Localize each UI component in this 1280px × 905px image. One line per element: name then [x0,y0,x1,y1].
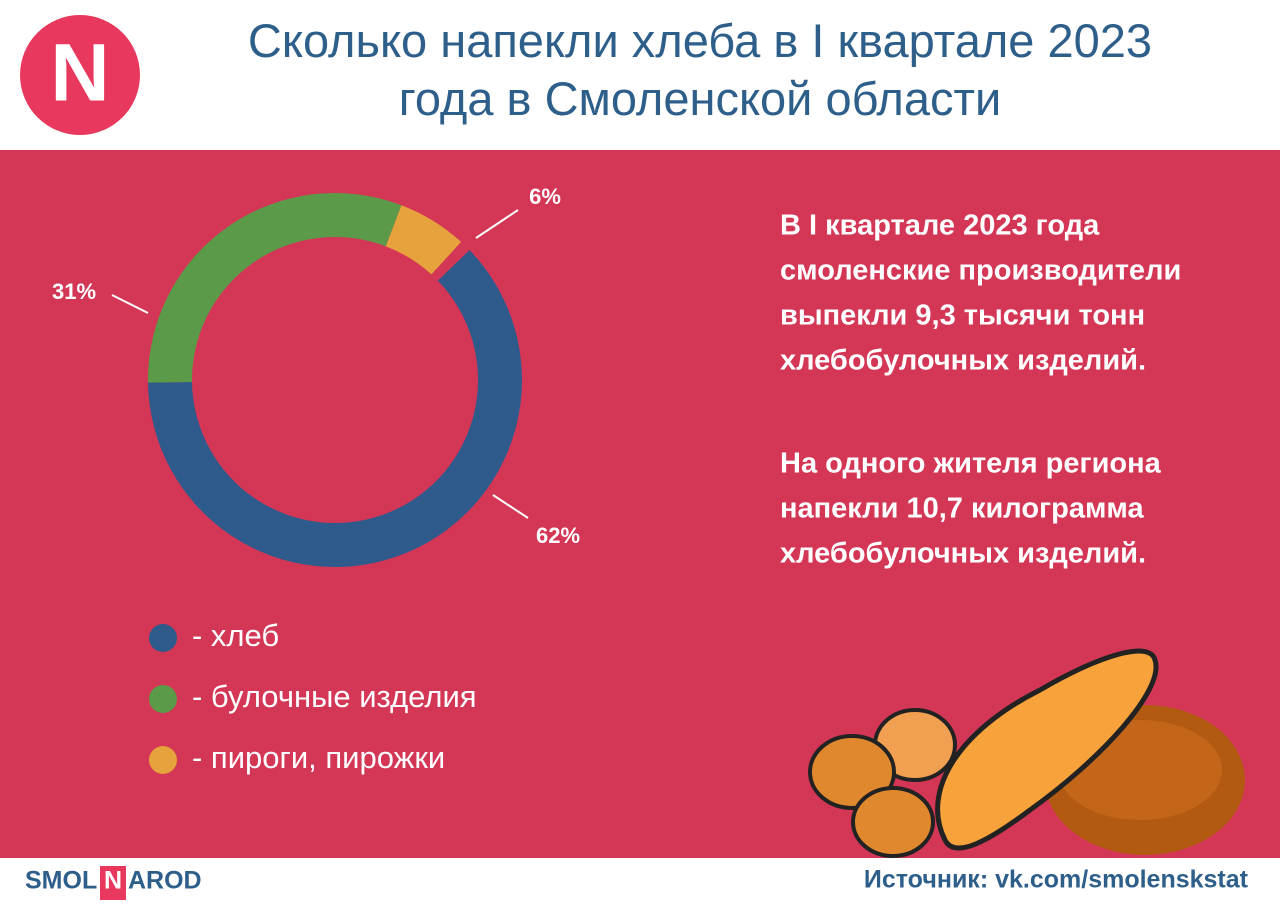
legend-label: - булочные изделия [192,679,477,714]
paragraph-line: хлебобулочных изделий. [780,538,1146,570]
legend-label: - пироги, пирожки [192,740,445,775]
paragraph-line: напекли 10,7 килограмма [780,493,1145,525]
donut-segment [385,205,462,275]
donut-segment [148,250,522,568]
chart-title: Сколько напекли хлеба в I квартале 2023 … [247,14,1153,125]
brand-part: AROD [128,867,202,895]
paragraph-line: В I квартале 2023 года [780,210,1100,242]
leader-line [475,209,519,239]
brand-part: SMOL [25,867,97,895]
bread-illustration [808,648,1245,858]
logo: N [50,28,109,119]
paragraph-line: выпекли 9,3 тысячи тонн [780,300,1145,332]
data-label: 31% [52,279,96,304]
leader-line [492,494,529,519]
brand-part: N [104,867,122,895]
paragraph-line: смоленские производители [780,255,1181,287]
data-label: 62% [536,523,580,548]
source: Источник: vk.com/smolenskstat [864,866,1249,894]
donut-segment [148,193,402,383]
legend-swatch [149,685,177,713]
paragraph-line: хлебобулочных изделий. [780,345,1146,377]
legend-swatch [149,746,177,774]
legend-label: - хлеб [192,618,279,653]
paragraph-line: На одного жителя региона [780,448,1162,480]
data-label: 6% [529,184,561,209]
leader-line [111,294,149,314]
logo-circle [20,15,140,135]
legend-swatch [149,624,177,652]
